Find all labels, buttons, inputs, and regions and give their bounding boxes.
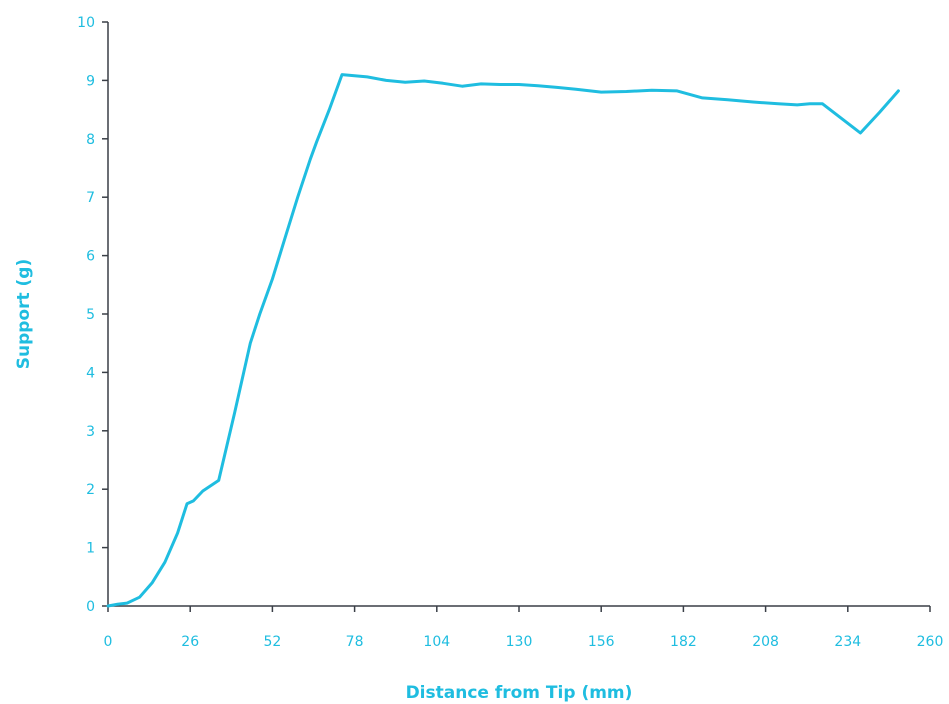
y-tick-label: 8 <box>86 132 95 148</box>
x-tick-label: 260 <box>917 634 944 650</box>
x-axis-title: Distance from Tip (mm) <box>406 683 633 703</box>
y-tick-label: 7 <box>86 190 95 206</box>
x-axis-ticks: 0 26 52 78 104 130 156 182 208 234 260 <box>104 606 944 650</box>
y-axis-title: Support (g) <box>14 259 34 370</box>
y-tick-label: 10 <box>77 15 95 31</box>
x-tick-label: 234 <box>834 634 861 650</box>
series-line <box>106 73 900 608</box>
y-tick-label: 3 <box>86 424 95 440</box>
x-tick-label: 208 <box>752 634 779 650</box>
y-axis-ticks: 0 1 2 3 4 5 6 7 8 9 10 <box>77 15 108 615</box>
x-tick-label: 0 <box>104 634 113 650</box>
x-tick-label: 78 <box>346 634 364 650</box>
y-tick-label: 0 <box>86 599 95 615</box>
x-tick-label: 130 <box>506 634 533 650</box>
x-tick-label: 52 <box>263 634 281 650</box>
x-tick-label: 182 <box>670 634 697 650</box>
y-tick-label: 9 <box>86 73 95 89</box>
y-tick-label: 2 <box>86 482 95 498</box>
y-tick-label: 4 <box>86 365 95 381</box>
y-tick-label: 5 <box>86 307 95 323</box>
y-tick-label: 6 <box>86 249 95 265</box>
x-tick-label: 104 <box>423 634 450 650</box>
x-tick-label: 156 <box>588 634 615 650</box>
series-group <box>106 73 900 608</box>
x-tick-label: 26 <box>181 634 199 650</box>
y-tick-label: 1 <box>86 541 95 557</box>
